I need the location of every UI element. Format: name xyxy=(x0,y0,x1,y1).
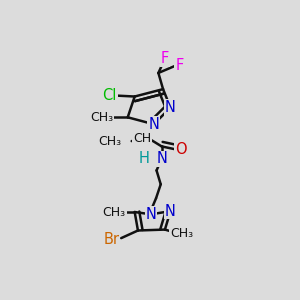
Text: CH₃: CH₃ xyxy=(91,111,114,124)
Text: CH₃: CH₃ xyxy=(103,206,126,218)
Text: N: N xyxy=(156,152,167,166)
Text: CH₃: CH₃ xyxy=(170,227,193,240)
Text: N: N xyxy=(148,117,159,132)
Text: N: N xyxy=(146,207,156,222)
Text: CH: CH xyxy=(133,132,151,145)
Text: F: F xyxy=(160,51,169,66)
Text: H: H xyxy=(139,152,150,166)
Text: Cl: Cl xyxy=(102,88,117,103)
Text: F: F xyxy=(175,58,184,73)
Text: Br: Br xyxy=(103,232,119,247)
Text: CH₃: CH₃ xyxy=(98,135,122,148)
Text: O: O xyxy=(176,142,187,157)
Text: N: N xyxy=(165,204,176,219)
Text: N: N xyxy=(165,100,176,115)
